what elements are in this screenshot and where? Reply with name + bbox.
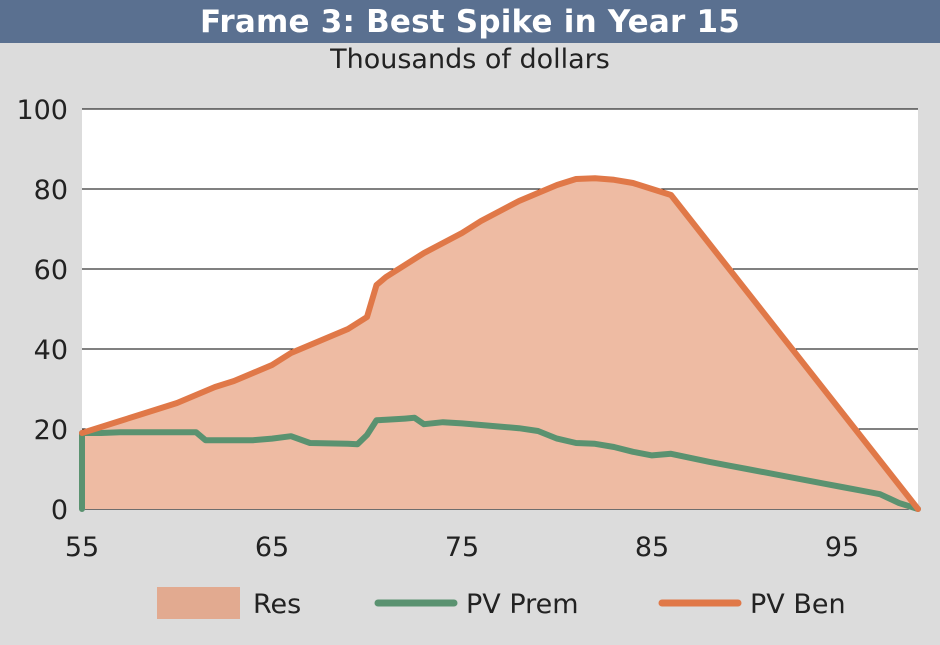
x-tick-label-75: 75 (445, 532, 479, 563)
x-tick-label-95: 95 (825, 532, 859, 563)
legend-swatch-res (157, 587, 240, 619)
y-tick-label-0: 0 (51, 495, 68, 526)
x-tick-label-85: 85 (635, 532, 669, 563)
chart-title: Frame 3: Best Spike in Year 15 (0, 0, 940, 43)
y-tick-label-20: 20 (34, 415, 68, 446)
legend-label-pv-ben: PV Ben (750, 589, 846, 620)
x-tick-label-55: 55 (65, 532, 99, 563)
series-res-area (82, 178, 918, 509)
y-tick-label-80: 80 (34, 175, 68, 206)
legend-label-res: Res (253, 589, 301, 620)
legend-label-pv-prem: PV Prem (466, 589, 579, 620)
chart-subtitle: Thousands of dollars (330, 44, 610, 75)
y-tick-label-40: 40 (34, 335, 68, 366)
y-tick-label-100: 100 (16, 95, 68, 126)
series-pv-prem-line (79, 414, 921, 512)
series-pv-ben-line (79, 175, 921, 512)
x-tick-label-65: 65 (255, 532, 289, 563)
y-tick-label-60: 60 (34, 255, 68, 286)
